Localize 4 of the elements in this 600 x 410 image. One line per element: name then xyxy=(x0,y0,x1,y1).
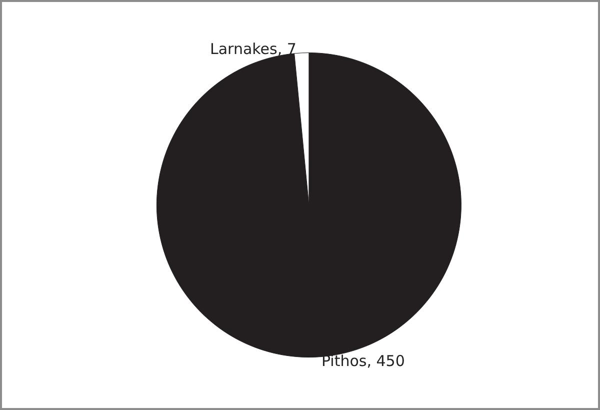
slice-label: Larnakes xyxy=(210,40,278,58)
data-label: , 7 xyxy=(277,40,296,58)
slice-label: Pithos xyxy=(321,352,367,370)
data-label: , 450 xyxy=(366,352,405,370)
